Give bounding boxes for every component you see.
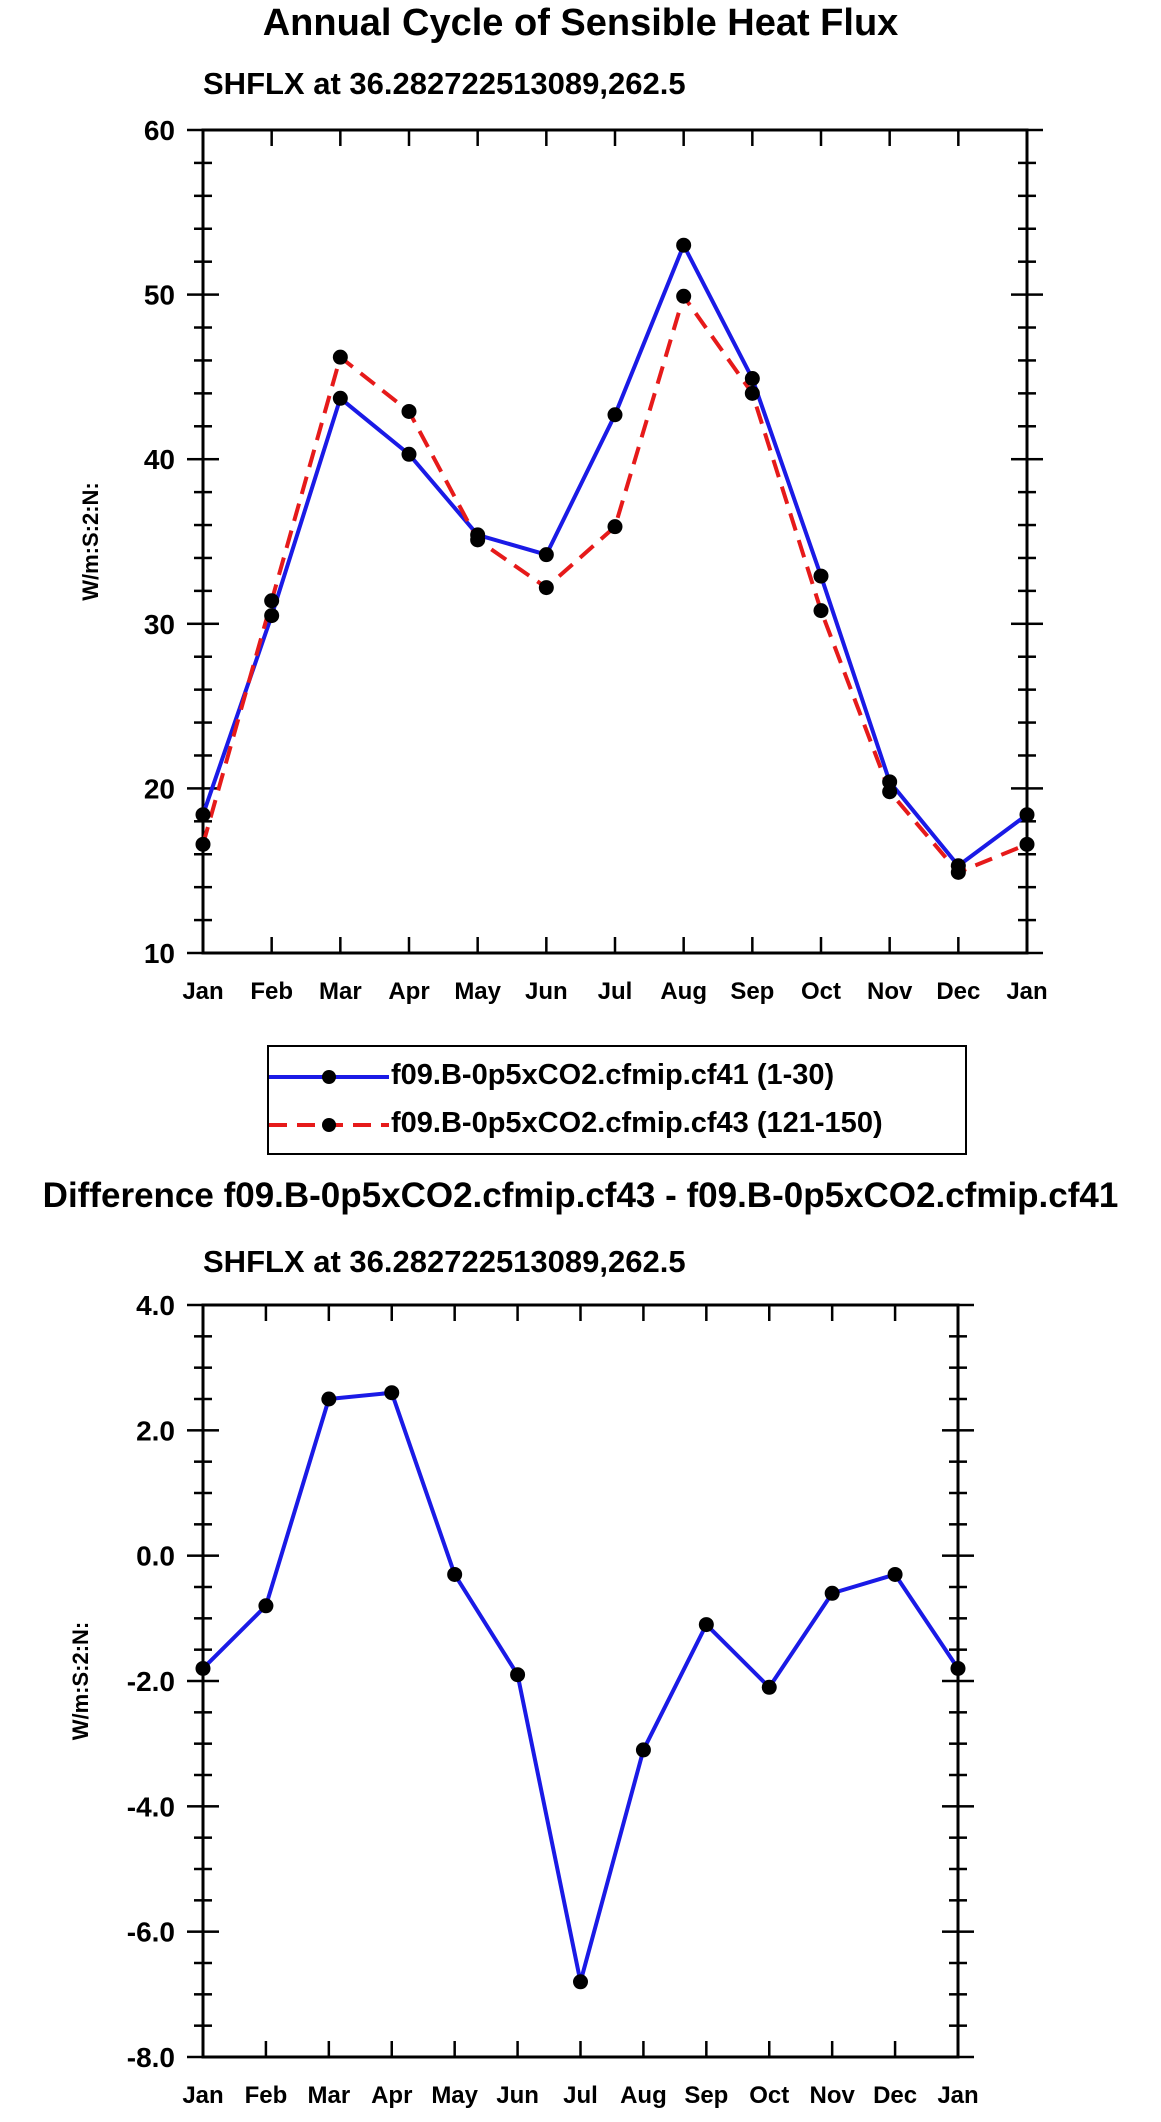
- legend: f09.B-0p5xCO2.cfmip.cf41 (1-30) f09.B-0p…: [267, 1045, 967, 1155]
- data-point-series1: [813, 568, 829, 584]
- data-point-series2: [1019, 836, 1035, 852]
- data-point-series2: [882, 784, 898, 800]
- data-point-series2: [470, 532, 486, 548]
- chart-title: Annual Cycle of Sensible Heat Flux: [262, 2, 899, 44]
- x-tick-label: Feb: [245, 2082, 288, 2109]
- difference-chart-title: Difference f09.B-0p5xCO2.cfmip.cf43 - f0…: [42, 1176, 1119, 1215]
- plot-frame: [201, 128, 1029, 955]
- series-line-1: [201, 1390, 960, 1984]
- x-tick-label: Mar: [307, 2082, 350, 2109]
- data-point-series1: [676, 237, 692, 253]
- x-tick-label: Nov: [867, 978, 913, 1005]
- legend-item-series1: f09.B-0p5xCO2.cfmip.cf41 (1-30): [269, 1053, 965, 1101]
- y-axis-label: W/m:S:2:N:: [78, 482, 103, 601]
- x-tick-label: Oct: [749, 2082, 789, 2109]
- x-tick-label: Jul: [563, 2082, 598, 2109]
- y-tick-label: 40: [144, 444, 175, 475]
- y-tick-label: -6.0: [127, 1917, 175, 1948]
- y-tick-label: 50: [144, 280, 175, 311]
- x-tick-label: Feb: [250, 978, 293, 1005]
- y-tick-label: 0.0: [136, 1541, 175, 1572]
- data-point-series1: [264, 608, 280, 624]
- data-point-series1: [698, 1617, 714, 1633]
- series-line-2: [201, 294, 1028, 875]
- top-chart-subtitle: SHFLX at 36.282722513089,262.5: [203, 66, 686, 101]
- data-point-series1: [195, 1660, 211, 1676]
- data-point-series2: [264, 593, 280, 609]
- x-tick-label: Dec: [873, 2082, 917, 2109]
- data-point-series1: [510, 1667, 526, 1683]
- y-tick-label: -8.0: [127, 2042, 175, 2073]
- data-point-series1: [635, 1742, 651, 1758]
- x-tick-label: Oct: [801, 978, 841, 1005]
- y-tick-label: -2.0: [127, 1666, 175, 1697]
- legend-label-series1: f09.B-0p5xCO2.cfmip.cf41 (1-30): [391, 1059, 835, 1091]
- x-tick-label: Jan: [937, 2082, 978, 2109]
- data-point-series1: [744, 371, 760, 387]
- x-tick-label: Aug: [660, 978, 707, 1005]
- x-tick-label: Sep: [684, 2082, 728, 2109]
- y-axis-label: W/m:S:2:N:: [68, 1622, 93, 1741]
- x-tick-label: Jul: [598, 978, 633, 1005]
- legend-item-series2: f09.B-0p5xCO2.cfmip.cf43 (121-150): [269, 1101, 965, 1149]
- x-tick-label: May: [431, 2082, 478, 2109]
- legend-label-series2: f09.B-0p5xCO2.cfmip.cf43 (121-150): [391, 1107, 883, 1139]
- data-point-series1: [447, 1566, 463, 1582]
- data-point-series1: [258, 1598, 274, 1614]
- top-chart: Jan Feb Mar Apr May Jun Jul Aug Sep Oct Nov Dec Jan 1…: [78, 115, 1048, 1005]
- data-point-series2: [332, 349, 348, 365]
- data-point-series1: [401, 446, 417, 462]
- data-point-series2: [401, 403, 417, 419]
- data-point-series1: [195, 807, 211, 823]
- x-tick-label: Sep: [730, 978, 774, 1005]
- x-tick-label: Jun: [496, 2082, 539, 2109]
- data-point-series2: [195, 836, 211, 852]
- data-point-series2: [744, 385, 760, 401]
- y-tick-label: -4.0: [127, 1791, 175, 1822]
- data-point-series2: [676, 288, 692, 304]
- bottom-chart-subtitle: SHFLX at 36.282722513089,262.5: [203, 1244, 686, 1279]
- x-tick-label: Jan: [182, 2082, 223, 2109]
- x-tick-label: Jun: [525, 978, 568, 1005]
- x-tick-label: Jan: [1006, 978, 1047, 1005]
- data-point-series1: [573, 1974, 588, 1990]
- legend-marker-series1: [322, 1070, 336, 1084]
- y-tick-label: 20: [144, 773, 175, 804]
- y-tick-label: 60: [144, 115, 175, 146]
- data-point-series2: [950, 864, 966, 880]
- y-tick-label: 4.0: [136, 1290, 175, 1321]
- x-tick-label: Aug: [620, 2082, 667, 2109]
- y-tick-label: 10: [144, 938, 175, 969]
- data-point-series1: [538, 547, 554, 563]
- data-point-series1: [761, 1679, 777, 1695]
- x-tick-label: Apr: [371, 2082, 412, 2109]
- plot-frame: [201, 1303, 960, 2059]
- data-point-series2: [607, 519, 623, 535]
- x-tick-label: May: [454, 978, 501, 1005]
- x-tick-label: Nov: [809, 2082, 855, 2109]
- data-point-series1: [824, 1585, 840, 1601]
- series-line-1: [201, 243, 1029, 868]
- data-point-series1: [607, 407, 623, 423]
- x-tick-label: Mar: [319, 978, 362, 1005]
- data-point-series2: [538, 580, 554, 596]
- y-tick-label: 30: [144, 609, 175, 640]
- data-point-series1: [321, 1391, 337, 1407]
- legend-marker-series2: [322, 1118, 336, 1132]
- data-point-series1: [887, 1566, 903, 1582]
- data-point-series2: [813, 603, 829, 619]
- x-tick-label: Apr: [388, 978, 429, 1005]
- data-point-series1: [384, 1385, 400, 1401]
- data-point-series1: [950, 1660, 966, 1676]
- data-point-series1: [332, 390, 348, 406]
- data-point-series1: [1019, 807, 1035, 823]
- x-tick-label: Jan: [182, 978, 223, 1005]
- y-tick-label: 2.0: [136, 1415, 175, 1446]
- x-tick-label: Dec: [936, 978, 980, 1005]
